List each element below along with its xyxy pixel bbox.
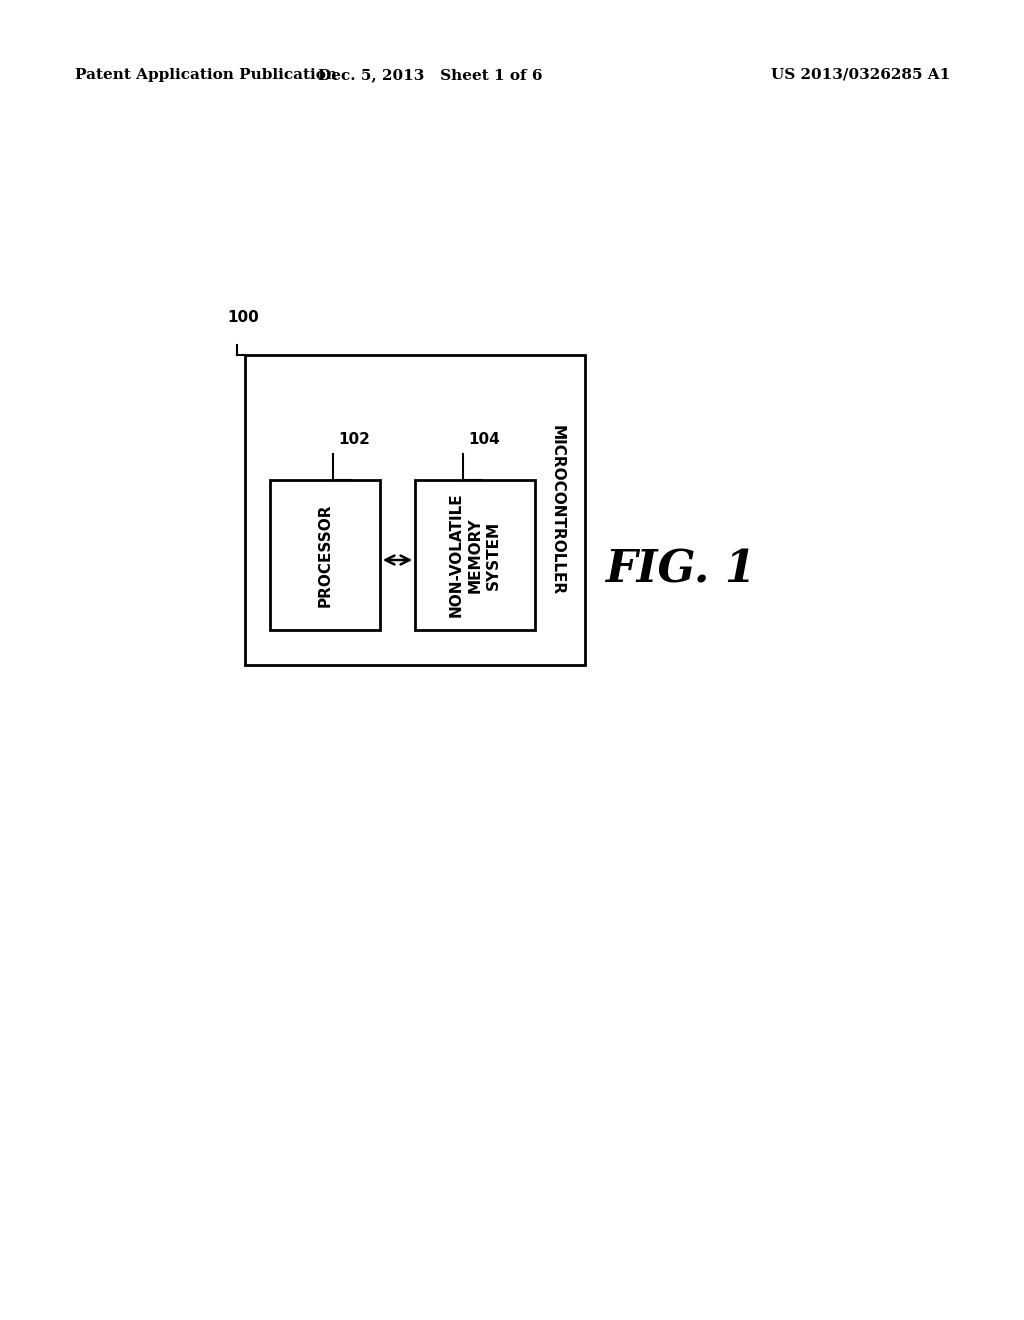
Text: Dec. 5, 2013   Sheet 1 of 6: Dec. 5, 2013 Sheet 1 of 6	[317, 69, 543, 82]
Text: Patent Application Publication: Patent Application Publication	[75, 69, 337, 82]
Text: PROCESSOR: PROCESSOR	[317, 503, 333, 607]
Text: 102: 102	[338, 432, 370, 447]
Text: 104: 104	[468, 432, 500, 447]
Text: MICROCONTROLLER: MICROCONTROLLER	[550, 425, 564, 595]
Bar	[415, 480, 535, 630]
Bar	[270, 480, 380, 630]
Text: US 2013/0326285 A1: US 2013/0326285 A1	[771, 69, 950, 82]
Text: FIG. 1: FIG. 1	[604, 549, 756, 591]
Text: NON-VOLATILE
MEMORY
SYSTEM: NON-VOLATILE MEMORY SYSTEM	[449, 492, 501, 618]
Bar	[245, 355, 585, 665]
Text: 100: 100	[227, 310, 259, 325]
